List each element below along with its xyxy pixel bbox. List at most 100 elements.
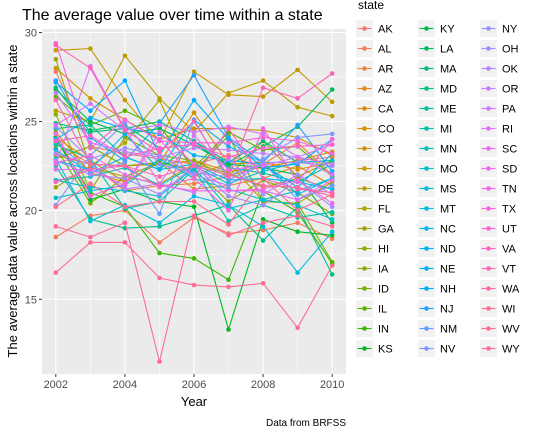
data-point xyxy=(191,129,197,135)
legend-item-ut: UT xyxy=(480,220,517,237)
legend-item-nj: NJ xyxy=(418,300,453,317)
legend-item-ca: CA xyxy=(356,100,394,117)
y-axis: 15 20 25 30 xyxy=(25,28,42,306)
data-point xyxy=(260,176,266,181)
legend-key-point xyxy=(362,186,367,191)
legend-item-ri: RI xyxy=(480,120,513,137)
legend-key-point xyxy=(486,106,491,111)
legend-key-point xyxy=(424,306,429,311)
legend-label: CT xyxy=(378,144,393,156)
x-tick-label: 2004 xyxy=(113,379,137,391)
data-point xyxy=(329,224,335,229)
data-point xyxy=(191,119,197,124)
data-point xyxy=(88,188,93,194)
data-point xyxy=(260,131,266,137)
data-point xyxy=(53,147,59,153)
legend-label: NM xyxy=(440,324,457,336)
data-point xyxy=(53,85,59,90)
legend-label: OR xyxy=(502,84,519,96)
legend-label: NE xyxy=(440,264,455,276)
legend-item-or: OR xyxy=(480,80,519,97)
data-point xyxy=(260,238,266,243)
y-tick-label: 15 xyxy=(25,294,37,306)
data-point xyxy=(260,145,266,151)
legend-item-wi: WI xyxy=(480,300,515,317)
legend-label: GA xyxy=(378,224,395,236)
data-point xyxy=(329,137,335,142)
legend-key-point xyxy=(424,226,429,231)
data-point xyxy=(295,213,300,218)
legend-item-pa: PA xyxy=(480,100,517,117)
legend-label: AL xyxy=(378,44,391,56)
data-point xyxy=(122,172,128,178)
legend-title: state xyxy=(358,0,384,12)
data-point xyxy=(88,197,93,202)
legend-label: SC xyxy=(502,144,517,156)
legend-key-point xyxy=(486,326,491,331)
data-point xyxy=(191,158,197,163)
legend-key-point xyxy=(362,146,367,151)
data-point xyxy=(329,233,335,238)
data-point xyxy=(329,158,335,163)
legend-item-nm: NM xyxy=(418,320,457,337)
legend-key-point xyxy=(424,26,429,31)
legend-key-point xyxy=(424,346,429,351)
data-point xyxy=(329,263,335,268)
data-point xyxy=(191,69,197,74)
data-point xyxy=(88,133,93,138)
data-point xyxy=(88,145,93,151)
legend-key-point xyxy=(424,326,429,331)
data-point xyxy=(53,167,59,172)
data-point xyxy=(88,156,93,162)
data-point xyxy=(88,46,93,51)
legend-label: OK xyxy=(502,64,519,76)
data-point xyxy=(226,140,231,146)
data-point xyxy=(329,71,335,76)
x-tick-label: 2010 xyxy=(320,379,344,391)
legend-key-point xyxy=(424,166,429,171)
data-point xyxy=(260,281,266,286)
legend-label: AR xyxy=(378,64,393,76)
data-point xyxy=(157,129,162,135)
legend-label: OH xyxy=(502,44,519,56)
data-point xyxy=(329,151,335,156)
data-point xyxy=(260,197,266,202)
data-point xyxy=(329,209,335,215)
data-point xyxy=(53,151,59,156)
legend-key-point xyxy=(486,46,491,51)
legend-item-ak: AK xyxy=(356,20,393,37)
legend-key-point xyxy=(424,266,429,271)
legend-key-point xyxy=(486,306,491,311)
data-point xyxy=(88,218,93,224)
data-point xyxy=(329,131,335,137)
data-point xyxy=(88,101,93,106)
data-point xyxy=(260,160,266,165)
x-axis-label: Year xyxy=(181,394,208,409)
data-point xyxy=(53,204,59,210)
data-point xyxy=(260,135,266,140)
data-point xyxy=(329,113,335,119)
legend-label: WY xyxy=(502,344,520,356)
legend-label: MS xyxy=(440,184,457,196)
legend-key-point xyxy=(486,286,491,291)
legend-item-sd: SD xyxy=(480,160,517,177)
legend-item-nd: ND xyxy=(418,240,456,257)
data-point xyxy=(122,176,128,181)
legend-key-point xyxy=(486,246,491,251)
data-point xyxy=(157,122,162,128)
data-point xyxy=(226,188,231,194)
data-point xyxy=(191,181,197,186)
data-point xyxy=(191,199,197,204)
data-point xyxy=(191,163,197,169)
legend-key-point xyxy=(424,66,429,71)
data-point xyxy=(88,108,93,114)
data-point xyxy=(157,211,162,217)
legend-label: TX xyxy=(502,204,517,216)
legend-key-point xyxy=(362,306,367,311)
series-layer xyxy=(53,40,335,364)
data-point xyxy=(157,250,162,256)
data-point xyxy=(260,183,266,188)
data-point xyxy=(122,117,128,122)
data-point xyxy=(53,224,59,229)
